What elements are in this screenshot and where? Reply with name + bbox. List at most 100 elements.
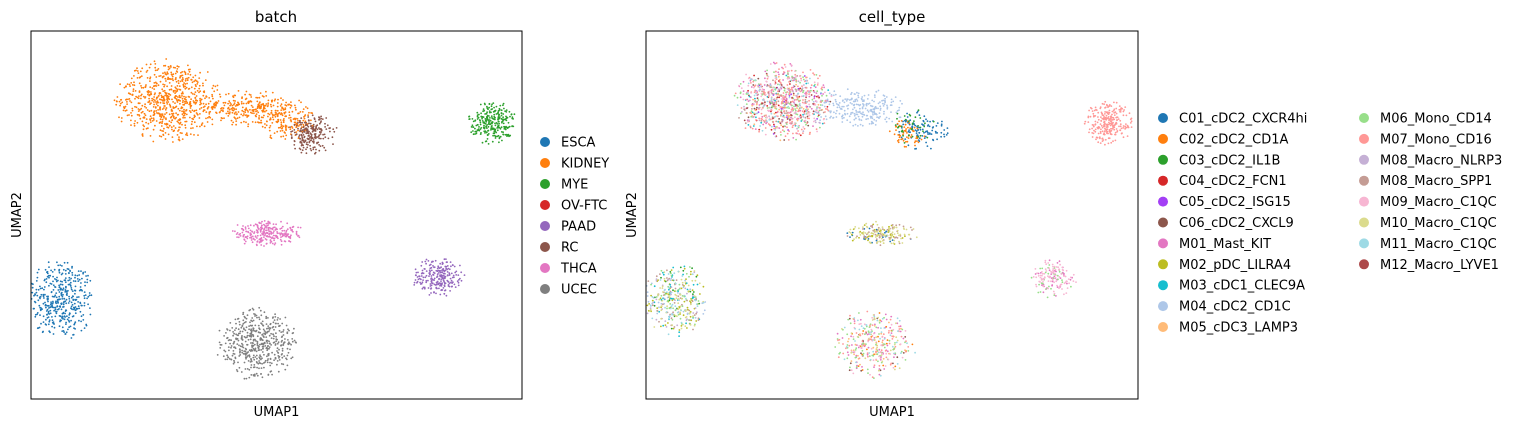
data-point (740, 83, 742, 85)
data-point (835, 99, 837, 101)
data-point (795, 132, 797, 134)
data-point (162, 115, 164, 117)
data-point (258, 325, 260, 327)
data-point (40, 296, 42, 298)
data-point (751, 86, 753, 88)
data-point (901, 120, 903, 122)
data-point (205, 111, 207, 113)
data-point (263, 354, 265, 356)
data-point (164, 113, 166, 115)
data-point (686, 327, 688, 329)
data-point (257, 335, 259, 337)
data-point (912, 130, 914, 132)
data-point (1116, 102, 1118, 104)
data-point (1095, 129, 1097, 131)
data-point (436, 288, 438, 290)
data-point (454, 266, 456, 268)
data-point (162, 84, 164, 86)
data-point (263, 367, 265, 369)
data-point (311, 134, 313, 136)
data-point (881, 341, 883, 343)
data-point (303, 139, 305, 141)
data-point (446, 269, 448, 271)
data-point (444, 290, 446, 292)
data-point (278, 127, 280, 129)
data-point (1059, 260, 1061, 262)
data-point (678, 289, 680, 291)
data-point (275, 326, 277, 328)
data-point (263, 346, 265, 348)
data-point (256, 229, 258, 231)
data-point (483, 110, 485, 112)
data-point (70, 326, 72, 328)
data-point (51, 291, 53, 293)
data-point (791, 105, 793, 107)
data-point (1102, 118, 1104, 120)
data-point (126, 101, 128, 103)
data-point (904, 115, 906, 117)
data-point (165, 118, 167, 120)
data-point (145, 107, 147, 109)
data-point (174, 67, 176, 69)
data-point (895, 126, 897, 128)
data-point (483, 127, 485, 129)
data-point (669, 303, 671, 305)
data-point (329, 131, 331, 133)
data-point (271, 352, 273, 354)
data-point (233, 116, 235, 118)
data-point (780, 124, 782, 126)
data-point (813, 97, 815, 99)
data-point (289, 237, 291, 239)
data-point (855, 110, 857, 112)
data-point (172, 136, 174, 138)
data-point (923, 132, 925, 134)
data-point (202, 85, 204, 87)
data-point (168, 98, 170, 100)
data-point (498, 141, 500, 143)
data-point (121, 102, 123, 104)
data-point (130, 112, 132, 114)
data-point (1090, 116, 1092, 118)
data-point (685, 322, 687, 324)
data-point (679, 329, 681, 331)
data-point (154, 63, 156, 65)
data-point (282, 99, 284, 101)
data-point (891, 99, 893, 101)
data-point (440, 266, 442, 268)
data-point (682, 295, 684, 297)
data-point (147, 101, 149, 103)
data-point (1116, 131, 1118, 133)
data-point (306, 152, 308, 154)
data-point (241, 110, 243, 112)
data-point (134, 125, 136, 127)
data-point (169, 82, 171, 84)
data-point (184, 112, 186, 114)
data-point (153, 101, 155, 103)
data-point (819, 114, 821, 116)
data-point (454, 284, 456, 286)
data-point (423, 277, 425, 279)
data-point (303, 147, 305, 149)
data-point (199, 113, 201, 115)
data-point (80, 286, 82, 288)
data-point (70, 282, 72, 284)
data-point (170, 106, 172, 108)
data-point (263, 329, 265, 331)
data-point (284, 132, 286, 134)
data-point (823, 87, 825, 89)
data-point (270, 106, 272, 108)
data-point (311, 112, 313, 114)
data-point (193, 110, 195, 112)
data-point (1062, 281, 1064, 283)
data-point (913, 120, 915, 122)
data-point (315, 121, 317, 123)
data-point (84, 327, 86, 329)
data-point (791, 70, 793, 72)
data-point (889, 327, 891, 329)
data-point (668, 289, 670, 291)
data-point (822, 93, 824, 95)
data-point (778, 74, 780, 76)
data-point (293, 328, 295, 330)
data-point (305, 148, 307, 150)
data-point (273, 359, 275, 361)
